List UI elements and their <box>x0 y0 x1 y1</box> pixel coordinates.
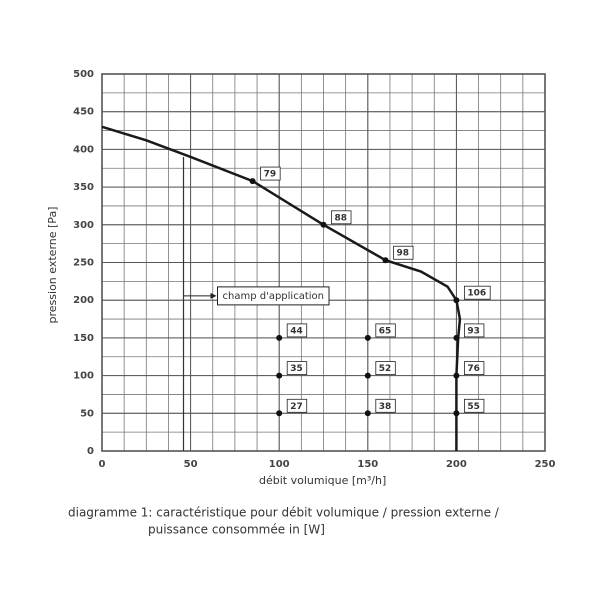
marker <box>453 334 460 341</box>
marker-label-box <box>331 210 352 225</box>
y-tick-label: 250 <box>73 258 94 269</box>
marker <box>320 221 327 228</box>
annotation: champ d'application <box>223 291 325 302</box>
annotation-box <box>217 286 330 306</box>
marker-label-box <box>375 398 396 413</box>
marker-label: 35 <box>290 364 303 374</box>
y-tick-label: 500 <box>73 69 94 80</box>
y-tick-label: 100 <box>73 371 94 382</box>
marker <box>364 410 371 417</box>
marker <box>453 372 460 379</box>
marker-label-box <box>286 323 308 338</box>
marker-label: 52 <box>379 364 392 374</box>
marker-label-box <box>375 323 396 338</box>
marker-label-box <box>463 323 485 338</box>
x-tick-label: 150 <box>357 459 378 470</box>
y-tick-label: 50 <box>80 408 94 419</box>
marker <box>276 372 283 379</box>
marker-label-box <box>286 398 308 413</box>
marker <box>453 297 460 304</box>
y-tick-label: 150 <box>73 333 94 344</box>
y-axis-label: pression externe [Pa] <box>46 207 59 324</box>
y-tick-label: 400 <box>73 144 94 155</box>
marker-label: 88 <box>335 213 348 223</box>
marker <box>249 178 256 185</box>
marker <box>276 410 283 417</box>
y-tick-label: 0 <box>87 446 94 457</box>
marker-label-box <box>286 361 308 376</box>
marker-label: 55 <box>467 402 480 412</box>
marker-label-box <box>463 285 491 300</box>
marker-label-box <box>463 361 485 376</box>
y-tick-label: 450 <box>73 107 94 118</box>
marker <box>453 410 460 417</box>
marker <box>382 257 389 264</box>
marker-label: 79 <box>264 170 277 180</box>
x-tick-label: 250 <box>535 459 556 470</box>
marker-label-box <box>393 245 414 260</box>
x-tick-label: 200 <box>446 459 467 470</box>
y-tick-label: 350 <box>73 182 94 193</box>
y-tick-label: 200 <box>73 295 94 306</box>
marker-label: 27 <box>290 402 303 412</box>
caption: diagramme 1: caractéristique pour débit … <box>68 506 500 520</box>
arrow-head <box>210 292 217 299</box>
caption: puissance consommée in [W] <box>148 523 325 537</box>
y-tick-label: 300 <box>73 220 94 231</box>
x-axis-label: débit volumique [m³/h] <box>259 474 386 487</box>
marker-label: 98 <box>397 249 410 259</box>
marker-label: 76 <box>467 364 480 374</box>
marker-label: 106 <box>467 289 486 299</box>
curve <box>101 125 462 451</box>
marker <box>276 334 283 341</box>
marker-label: 44 <box>290 326 303 336</box>
marker-label-box <box>375 361 396 376</box>
marker-label-box <box>463 398 485 413</box>
marker-label: 93 <box>467 326 480 336</box>
marker <box>364 372 371 379</box>
marker-label: 65 <box>379 326 392 336</box>
x-tick-label: 0 <box>99 459 106 470</box>
x-tick-label: 100 <box>269 459 290 470</box>
marker-label: 38 <box>379 402 392 412</box>
marker-label-box <box>260 166 281 181</box>
marker <box>364 334 371 341</box>
x-tick-label: 50 <box>184 459 198 470</box>
